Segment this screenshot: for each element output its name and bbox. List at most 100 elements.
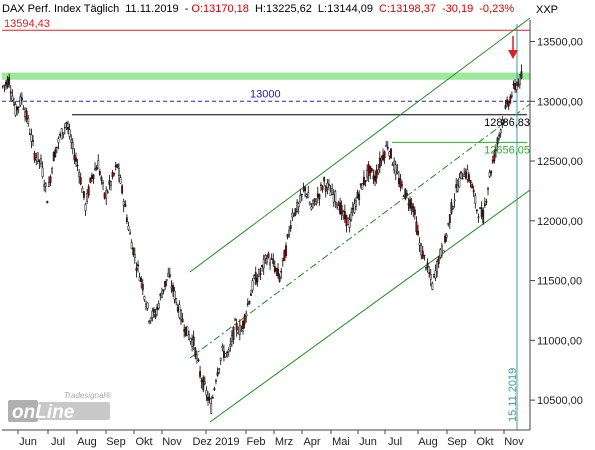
candle-down (55, 146, 58, 149)
candle-up (215, 380, 217, 382)
candle-down (38, 159, 41, 163)
candle-down (261, 265, 264, 267)
candle-down (273, 266, 276, 272)
candle-down (386, 147, 389, 149)
candle-down (28, 133, 31, 135)
candle-down (181, 318, 184, 323)
candle-up (453, 199, 456, 202)
candle-down (199, 371, 201, 377)
candle-down (103, 192, 106, 199)
candle-up (191, 339, 194, 347)
candle-up (97, 160, 100, 169)
candle-down (216, 372, 219, 376)
candle-up (178, 304, 181, 318)
candle-down (363, 176, 365, 185)
candle-down (448, 214, 451, 223)
x-tick-label: Feb (247, 436, 266, 448)
candle-down (374, 175, 376, 182)
candle-down (121, 185, 124, 194)
candle-down (461, 178, 464, 180)
candle-up (22, 108, 25, 110)
candle-up (203, 381, 206, 385)
candle-up (499, 129, 502, 134)
candle-up (173, 290, 176, 300)
candle-down (423, 254, 426, 257)
candle-down (59, 134, 61, 136)
candle-down (382, 154, 384, 161)
candle-down (378, 157, 381, 168)
candle-up (407, 203, 410, 205)
candle-up (305, 194, 308, 197)
candle-up (105, 190, 108, 199)
candle-up (14, 104, 17, 116)
candle-up (394, 164, 397, 175)
candle-down (520, 71, 523, 79)
candle-down (398, 177, 400, 185)
candle-up (40, 158, 42, 165)
change-percent: -0,23% (479, 3, 515, 15)
candle-down (159, 293, 162, 296)
candle-up (269, 262, 271, 266)
candle-up (68, 129, 71, 137)
candle-up (393, 160, 396, 171)
candle-up (431, 283, 434, 290)
candle-up (335, 202, 338, 206)
bar-date: 11.11.2019 (125, 3, 179, 15)
candle-down (372, 175, 375, 180)
high-value: H:13225,62 (254, 3, 312, 15)
candle-up (439, 249, 442, 258)
candle-down (140, 278, 143, 282)
candle-up (293, 214, 295, 217)
candle-down (20, 97, 23, 101)
x-tick-label: Mai (332, 436, 350, 448)
candle-down (168, 274, 171, 277)
candle-up (401, 184, 404, 186)
candle-up (429, 274, 432, 280)
candle-down (455, 184, 458, 188)
candle-up (447, 223, 450, 225)
candle-down (324, 186, 327, 192)
candle-down (95, 167, 98, 171)
candle-up (331, 188, 334, 195)
candle-down (197, 359, 200, 362)
candle-up (224, 353, 227, 358)
watermark-small-text: Tradesignal® (64, 391, 111, 400)
level-lines-layer (2, 29, 530, 143)
candle-down (514, 83, 516, 90)
candle-down (444, 235, 446, 243)
candle-up (350, 212, 353, 221)
candle-down (340, 205, 343, 214)
y-tick-label: 12000,00 (537, 216, 583, 228)
candle-up (234, 319, 236, 321)
candle-down (267, 253, 270, 258)
candle-down (339, 202, 341, 214)
candle-up (291, 212, 294, 218)
candle-up (452, 206, 454, 209)
candle-down (67, 126, 69, 130)
candle-down (8, 77, 11, 85)
candle-down (358, 194, 361, 200)
candle-down (248, 300, 251, 304)
candle-down (506, 99, 509, 105)
candle-down (164, 280, 166, 287)
candle-up (81, 187, 84, 193)
candle-down (475, 209, 478, 212)
level-label-1: 13000 (250, 88, 281, 100)
channel-lower-line (209, 189, 531, 423)
candle-up (420, 245, 423, 256)
candle-up (175, 298, 178, 303)
candle-up (312, 199, 314, 205)
candle-down (6, 79, 9, 88)
candle-down (316, 193, 319, 198)
candle-up (36, 152, 39, 162)
candle-down (270, 258, 273, 260)
x-tick-label: Sep (106, 436, 126, 448)
candle-down (359, 183, 362, 186)
candle-up (60, 128, 63, 140)
candle-up (119, 177, 122, 184)
candle-down (141, 283, 144, 291)
candle-up (195, 354, 198, 359)
arrow-layer (508, 36, 518, 59)
candle-down (421, 250, 424, 259)
candle-down (116, 164, 119, 168)
